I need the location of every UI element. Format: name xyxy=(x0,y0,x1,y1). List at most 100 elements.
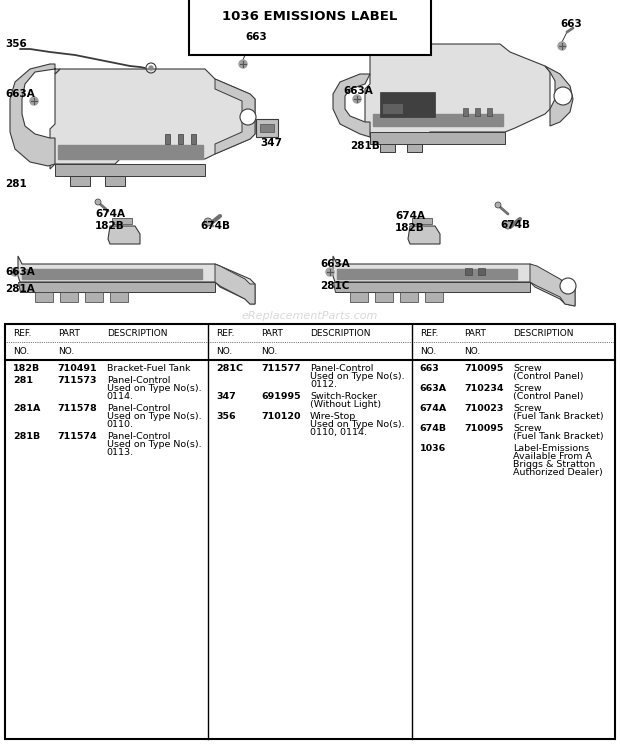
Text: 674B: 674B xyxy=(500,220,530,230)
Polygon shape xyxy=(35,292,53,302)
Bar xyxy=(178,134,183,144)
Bar xyxy=(463,108,468,116)
Text: Panel-Control: Panel-Control xyxy=(107,376,170,385)
Text: Screw: Screw xyxy=(513,424,542,433)
Circle shape xyxy=(240,109,256,125)
Polygon shape xyxy=(60,292,78,302)
Text: PART: PART xyxy=(58,329,80,338)
Bar xyxy=(22,269,202,279)
Text: 182B: 182B xyxy=(95,221,125,231)
Text: DESCRIPTION: DESCRIPTION xyxy=(310,329,371,338)
Polygon shape xyxy=(215,79,255,154)
Text: (Control Panel): (Control Panel) xyxy=(513,392,584,401)
Text: 710095: 710095 xyxy=(464,424,504,433)
Text: 663A: 663A xyxy=(5,267,35,277)
Circle shape xyxy=(95,199,101,205)
Text: Screw: Screw xyxy=(513,404,542,413)
Polygon shape xyxy=(215,264,255,304)
Text: Available From A: Available From A xyxy=(513,452,592,461)
Text: 347: 347 xyxy=(260,138,282,148)
Text: NO.: NO. xyxy=(261,347,278,356)
Bar xyxy=(465,268,472,275)
Text: Bracket-Fuel Tank: Bracket-Fuel Tank xyxy=(107,364,190,373)
Text: Used on Type No(s).: Used on Type No(s). xyxy=(310,420,405,429)
Circle shape xyxy=(554,87,572,105)
Text: (Without Light): (Without Light) xyxy=(310,400,381,409)
Bar xyxy=(5,324,615,739)
Polygon shape xyxy=(380,144,395,152)
Polygon shape xyxy=(333,74,370,137)
Text: 0114.: 0114. xyxy=(107,392,134,401)
Polygon shape xyxy=(350,292,368,302)
Polygon shape xyxy=(545,66,573,126)
Text: PART: PART xyxy=(261,329,283,338)
Text: 710491: 710491 xyxy=(58,364,97,373)
Text: NO.: NO. xyxy=(464,347,480,356)
Text: (Fuel Tank Bracket): (Fuel Tank Bracket) xyxy=(513,412,604,421)
Text: Panel-Control: Panel-Control xyxy=(310,364,373,373)
Text: Switch-Rocker: Switch-Rocker xyxy=(310,392,377,401)
Polygon shape xyxy=(333,282,530,292)
Polygon shape xyxy=(400,292,418,302)
FancyBboxPatch shape xyxy=(256,119,278,137)
Text: 711578: 711578 xyxy=(58,404,97,413)
Text: NO.: NO. xyxy=(13,347,29,356)
Text: (Fuel Tank Bracket): (Fuel Tank Bracket) xyxy=(513,432,604,441)
Text: 674A: 674A xyxy=(420,404,447,413)
Text: 1036: 1036 xyxy=(420,444,446,453)
Text: 281C: 281C xyxy=(216,364,244,373)
Text: 0110, 0114.: 0110, 0114. xyxy=(310,428,367,437)
Circle shape xyxy=(560,278,576,294)
Text: NO.: NO. xyxy=(420,347,436,356)
Text: Panel-Control: Panel-Control xyxy=(107,404,170,413)
Text: 710120: 710120 xyxy=(261,412,301,421)
Text: 281: 281 xyxy=(13,376,33,385)
Text: Used on Type No(s).: Used on Type No(s). xyxy=(107,412,202,421)
Bar xyxy=(487,108,492,116)
Text: Label-Emissions: Label-Emissions xyxy=(513,444,590,453)
Text: 674B: 674B xyxy=(420,424,447,433)
Text: DESCRIPTION: DESCRIPTION xyxy=(513,329,574,338)
Text: 281A: 281A xyxy=(5,284,35,294)
Text: Authorized Dealer): Authorized Dealer) xyxy=(513,468,603,477)
Text: 0112.: 0112. xyxy=(310,380,337,389)
Text: Wire-Stop: Wire-Stop xyxy=(310,412,356,421)
Text: REF.: REF. xyxy=(13,329,32,338)
Circle shape xyxy=(504,221,512,229)
Text: 711574: 711574 xyxy=(58,432,97,441)
Polygon shape xyxy=(70,176,90,186)
Polygon shape xyxy=(408,226,440,244)
Polygon shape xyxy=(530,264,575,306)
Bar xyxy=(412,218,432,224)
Polygon shape xyxy=(370,132,505,144)
Bar xyxy=(112,218,132,224)
Text: 691995: 691995 xyxy=(261,392,301,401)
Bar xyxy=(373,114,503,126)
Bar xyxy=(260,124,274,132)
Text: 711577: 711577 xyxy=(261,364,301,373)
Text: 663A: 663A xyxy=(420,384,447,393)
Text: 281B: 281B xyxy=(350,141,379,151)
Polygon shape xyxy=(110,292,128,302)
Text: DESCRIPTION: DESCRIPTION xyxy=(107,329,167,338)
Text: 347: 347 xyxy=(216,392,236,401)
Text: 710023: 710023 xyxy=(464,404,504,413)
Text: 1036 EMISSIONS LABEL: 1036 EMISSIONS LABEL xyxy=(223,10,397,22)
Bar xyxy=(191,134,196,144)
Text: 281: 281 xyxy=(5,179,27,189)
Polygon shape xyxy=(18,282,215,292)
Circle shape xyxy=(204,218,212,226)
Bar xyxy=(165,134,170,144)
Bar xyxy=(380,92,435,117)
Text: 356: 356 xyxy=(216,412,236,421)
Text: Screw: Screw xyxy=(513,364,542,373)
Polygon shape xyxy=(10,64,60,166)
Text: NO.: NO. xyxy=(216,347,232,356)
Text: 663: 663 xyxy=(245,32,267,42)
Polygon shape xyxy=(18,256,255,304)
Text: NO.: NO. xyxy=(58,347,74,356)
Bar xyxy=(475,108,480,116)
Text: 356: 356 xyxy=(5,39,27,49)
Text: 281B: 281B xyxy=(13,432,40,441)
Polygon shape xyxy=(425,292,443,302)
